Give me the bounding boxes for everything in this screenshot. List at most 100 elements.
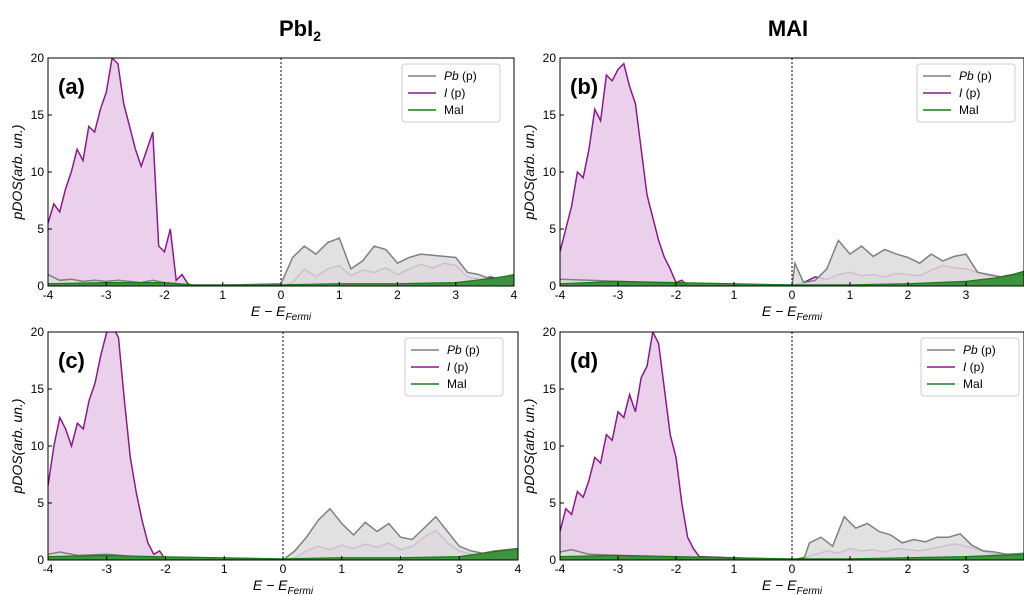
legend-entry-i: I (p) xyxy=(963,360,984,374)
y-tick-label: 20 xyxy=(543,51,557,65)
column-title-right: MAI xyxy=(768,16,808,41)
y-axis-label: pDOS(arb. un.) xyxy=(521,125,537,221)
y-tick-label: 15 xyxy=(31,382,45,396)
x-tick-label: -4 xyxy=(555,562,566,576)
x-tick-label: 0 xyxy=(789,562,796,576)
x-tick-label: 0 xyxy=(280,562,287,576)
legend-entry-i: I (p) xyxy=(959,86,980,100)
x-tick-label: 1 xyxy=(731,288,738,302)
x-tick-label: -3 xyxy=(101,288,112,302)
legend-entry-pb: Pb (p) xyxy=(959,69,992,83)
x-tick-label: -3 xyxy=(613,288,624,302)
x-tick-label: -2 xyxy=(159,288,170,302)
x-tick-label: -4 xyxy=(43,562,54,576)
y-tick-label: 10 xyxy=(543,439,557,453)
y-tick-label: 10 xyxy=(31,439,45,453)
legend-box xyxy=(916,63,1016,123)
y-tick-label: 0 xyxy=(37,553,44,567)
x-tick-label: -4 xyxy=(555,288,566,302)
legend-entry-mai: MaI xyxy=(444,103,464,117)
x-tick-label: 4 xyxy=(511,288,518,302)
x-tick-label: -4 xyxy=(43,288,54,302)
x-tick-label: 1 xyxy=(338,562,345,576)
y-tick-label: 20 xyxy=(543,325,557,339)
y-tick-label: 5 xyxy=(37,222,44,236)
x-tick-label: 3 xyxy=(456,562,463,576)
y-tick-label: 15 xyxy=(543,108,557,122)
series-area-pb xyxy=(560,516,1024,560)
panel-label: (b) xyxy=(570,74,598,99)
legend-entry-mai: MaI xyxy=(447,377,467,391)
series-area-pb xyxy=(48,238,514,286)
x-tick-label: 2 xyxy=(905,562,912,576)
x-tick-label: 0 xyxy=(789,288,796,302)
x-axis-label: E − EFermi xyxy=(762,303,823,323)
y-tick-label: 5 xyxy=(37,496,44,510)
legend-box xyxy=(920,337,1020,397)
series-area-i xyxy=(560,332,1024,560)
series-area-mai xyxy=(560,271,1024,286)
legend-box xyxy=(401,63,501,123)
x-tick-label: 3 xyxy=(452,288,459,302)
y-tick-label: 20 xyxy=(31,51,45,65)
y-tick-label: 10 xyxy=(543,165,557,179)
panel-label: (d) xyxy=(570,348,598,373)
legend-entry-pb: Pb (p) xyxy=(963,343,996,357)
y-tick-label: 10 xyxy=(31,165,45,179)
x-tick-label: 4 xyxy=(515,562,522,576)
legend-entry-pb: Pb (p) xyxy=(444,69,477,83)
legend-entry-i: I (p) xyxy=(444,86,465,100)
x-tick-label: -2 xyxy=(671,562,682,576)
series-area-i xyxy=(48,332,518,560)
series-line-pb xyxy=(48,237,514,286)
y-tick-label: 0 xyxy=(549,553,556,567)
panel-label: (c) xyxy=(58,348,85,373)
legend: Pb (p) I (p) MaI xyxy=(916,63,1016,123)
y-axis-label: pDOS(arb. un.) xyxy=(9,399,25,495)
x-tick-label: 3 xyxy=(963,562,970,576)
x-axis-label: E − EFermi xyxy=(251,303,312,323)
x-tick-label: 1 xyxy=(847,288,854,302)
y-tick-label: 15 xyxy=(543,382,557,396)
series-area-i xyxy=(48,58,514,286)
x-tick-label: -3 xyxy=(613,562,624,576)
series-area-i xyxy=(560,63,1024,286)
y-tick-label: 5 xyxy=(549,496,556,510)
x-tick-label: 2 xyxy=(905,288,912,302)
series-area-pb xyxy=(560,240,1024,286)
legend-entry-mai: MaI xyxy=(963,377,983,391)
panel-label: (a) xyxy=(58,74,85,99)
x-tick-label: 1 xyxy=(847,562,854,576)
series-area-pb xyxy=(48,508,518,560)
legend: Pb (p) I (p) MaI xyxy=(404,337,504,397)
y-tick-label: 0 xyxy=(37,279,44,293)
x-tick-label: 1 xyxy=(336,288,343,302)
y-axis-label: pDOS(arb. un.) xyxy=(9,125,25,221)
legend: Pb (p) I (p) MaI xyxy=(920,337,1020,397)
column-title-left: PbI2 xyxy=(279,16,321,44)
x-axis-label: E − EFermi xyxy=(253,577,314,595)
x-tick-label: 2 xyxy=(397,562,404,576)
y-tick-label: 15 xyxy=(31,108,45,122)
y-axis-label: pDOS(arb. un.) xyxy=(521,399,537,495)
legend-box xyxy=(404,337,504,397)
x-tick-label: 3 xyxy=(963,288,970,302)
x-tick-label: 0 xyxy=(278,288,285,302)
x-tick-label: -3 xyxy=(101,562,112,576)
x-tick-label: -2 xyxy=(160,562,171,576)
x-tick-label: 2 xyxy=(394,288,401,302)
x-tick-label: 1 xyxy=(731,562,738,576)
legend: Pb (p) I (p) MaI xyxy=(401,63,501,123)
series-line-mai xyxy=(48,548,518,560)
x-tick-label: 1 xyxy=(219,288,226,302)
legend-entry-pb: Pb (p) xyxy=(447,343,480,357)
series-line-mai xyxy=(560,270,1024,286)
y-tick-label: 0 xyxy=(549,279,556,293)
y-tick-label: 20 xyxy=(31,325,45,339)
legend-entry-i: I (p) xyxy=(447,360,468,374)
